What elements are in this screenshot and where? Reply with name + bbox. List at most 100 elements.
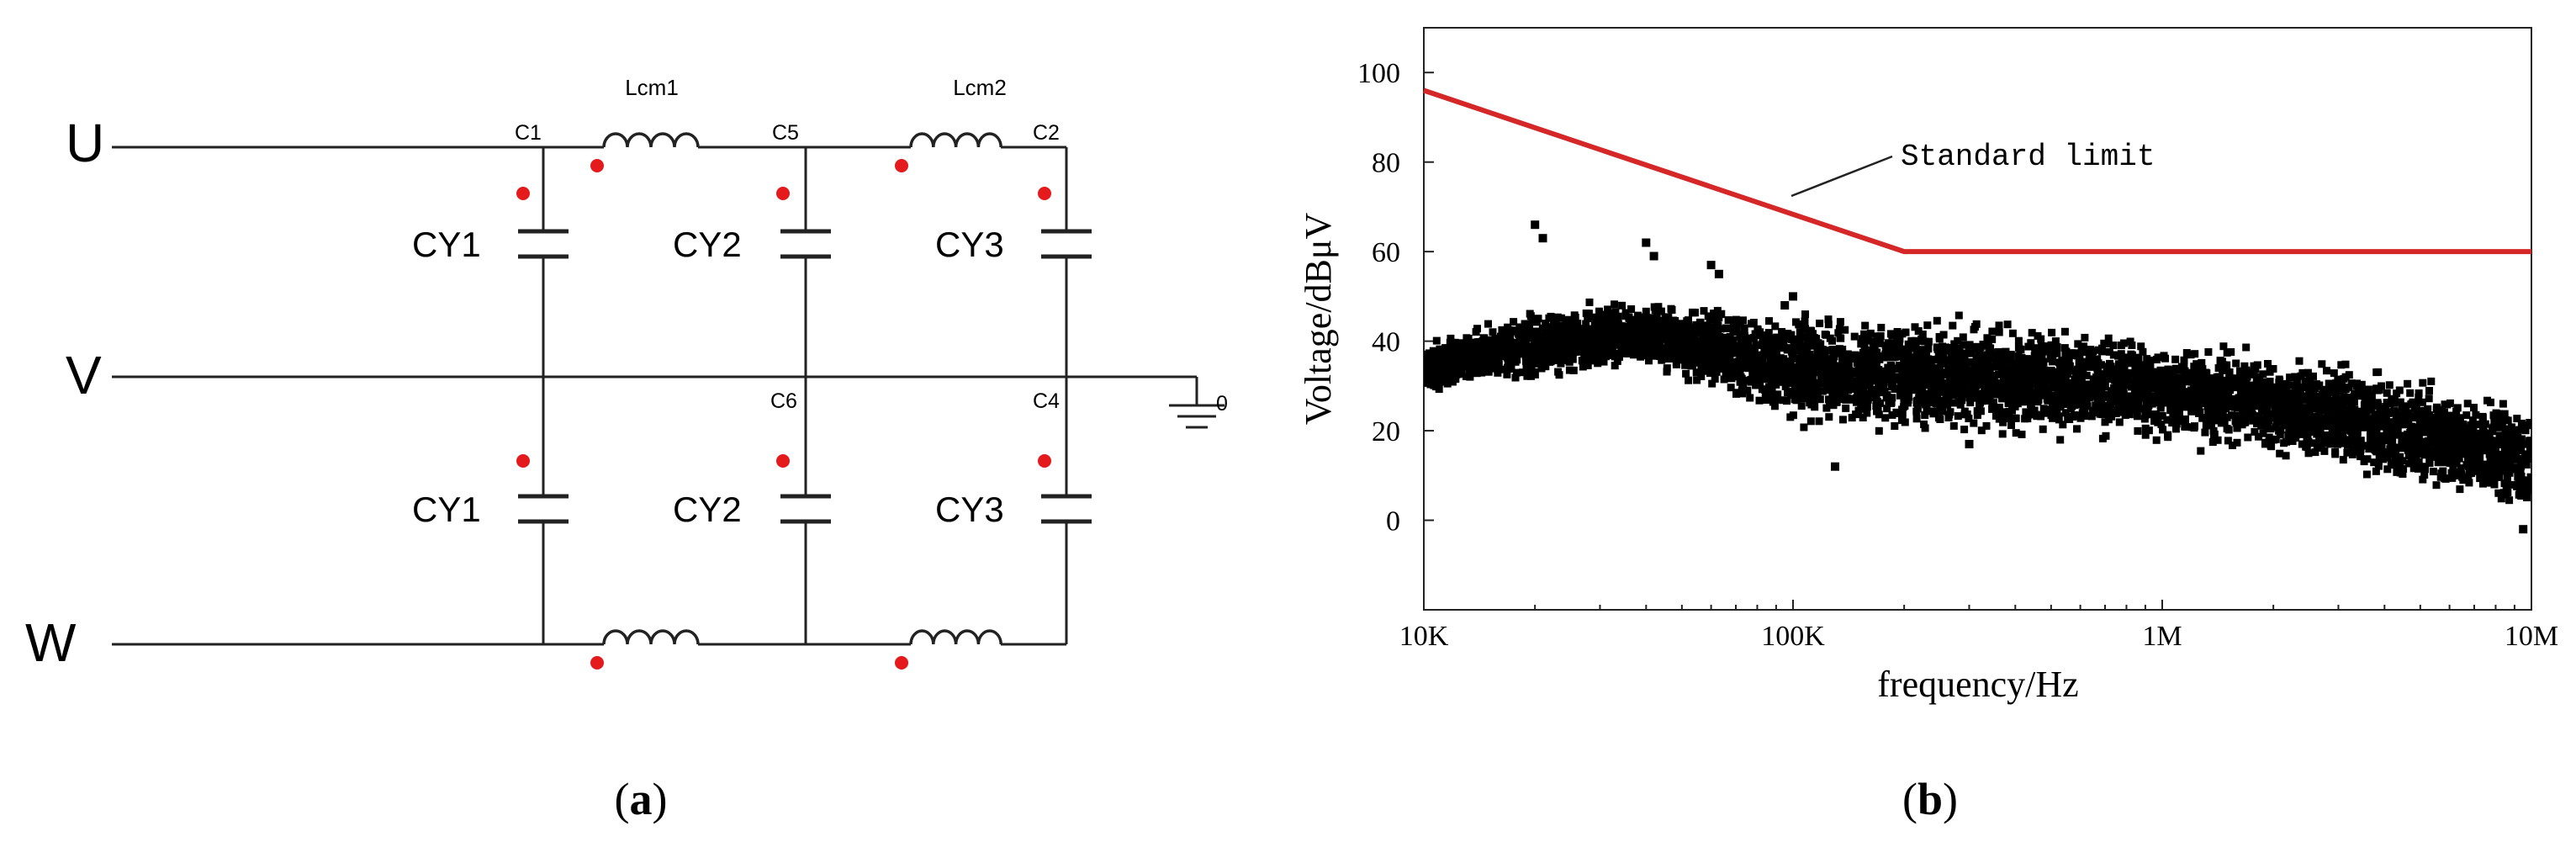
noise-point [1896, 391, 1904, 400]
noise-point [1993, 379, 2002, 387]
ground-symbol [1169, 377, 1225, 429]
noise-point [1726, 351, 1734, 359]
noise-point [2448, 411, 2457, 420]
capacitor-cy3-upper [1041, 229, 1092, 259]
noise-point [1700, 350, 1708, 358]
noise-point [2214, 400, 2222, 408]
noise-point [1949, 391, 1958, 400]
noise-point [1806, 389, 1814, 397]
noise-point [1802, 357, 1811, 366]
noise-point [1720, 349, 1728, 357]
noise-point [1838, 416, 1847, 424]
noise-point [2345, 383, 2353, 391]
noise-point [2094, 346, 2103, 354]
noise-point [2507, 455, 2515, 463]
noise-point [1727, 369, 1736, 378]
noise-point [1611, 300, 1618, 309]
noise-point [1954, 363, 1963, 372]
noise-point [2066, 405, 2075, 413]
noise-point [2121, 411, 2129, 420]
noise-point [1654, 303, 1663, 311]
noise-point [2406, 389, 2415, 397]
noise-point [1965, 388, 1974, 396]
noise-point [1774, 390, 1782, 399]
noise-point [2493, 416, 2501, 424]
noise-point [1915, 392, 1923, 400]
noise-point [1535, 332, 1542, 341]
noise-point [1904, 399, 1912, 407]
noise-point [2303, 443, 2311, 451]
noise-point [1614, 321, 1622, 330]
noise-point [2431, 418, 2439, 426]
noise-point [2240, 410, 2249, 418]
noise-point [2050, 368, 2059, 376]
noise-point [2140, 383, 2149, 391]
noise-point [1995, 321, 2003, 330]
noise-point [2468, 469, 2476, 478]
noise-point [2398, 411, 2406, 420]
noise-point [1603, 315, 1611, 324]
noise-point [2463, 426, 2472, 434]
noise-point [1663, 364, 1671, 373]
noise-point [2354, 387, 2362, 395]
noise-point [1881, 341, 1890, 350]
noise-point [1755, 396, 1764, 405]
noise-point [2383, 453, 2392, 462]
noise-point [1733, 343, 1742, 351]
noise-point [2075, 396, 2083, 405]
noise-point [1523, 344, 1531, 352]
noise-point [2379, 437, 2388, 445]
noise-point [2400, 421, 2409, 429]
noise-point [1907, 375, 1916, 384]
noise-point [1676, 356, 1685, 364]
noise-point [2515, 426, 2524, 434]
noise-point [1811, 403, 1819, 411]
noise-point [1697, 321, 1706, 330]
noise-point [2033, 379, 2041, 387]
noise-point [1994, 410, 2002, 419]
noise-point [1432, 336, 1441, 345]
noise-point [2081, 405, 2089, 414]
noise-point [2294, 389, 2303, 398]
noise-point [2027, 407, 2035, 416]
capacitor-cy3-lower [1041, 494, 1092, 524]
noise-point [1911, 323, 1919, 331]
noise-point [2077, 400, 2086, 409]
noise-point [1970, 326, 1978, 334]
noise-point [1812, 379, 1821, 387]
noise-point [2244, 433, 2252, 442]
noise-point [1992, 384, 2000, 392]
noise-point [2493, 467, 2501, 475]
noise-point [1869, 337, 1877, 346]
noise-point [1624, 350, 1632, 357]
noise-point [1674, 349, 1683, 357]
noise-point [2485, 429, 2494, 437]
noise-point [1430, 381, 1438, 389]
noise-point [2408, 400, 2416, 408]
noise-point [1951, 361, 1959, 369]
capacitor-cy2-lower [780, 494, 831, 524]
noise-point [2372, 368, 2381, 377]
noise-point [1461, 359, 1469, 368]
noise-point [2318, 419, 2326, 427]
plot-frame [1423, 27, 2532, 611]
noise-point [1438, 368, 1447, 376]
noise-point [2510, 465, 2518, 474]
noise-point [1560, 324, 1568, 332]
noise-point [2027, 360, 2035, 368]
noise-point [1690, 309, 1699, 317]
noise-point [2133, 412, 2141, 421]
noise-point [1872, 393, 1880, 401]
node-label-c6: C6 [770, 389, 797, 413]
noise-point [1431, 366, 1439, 374]
noise-point [1588, 313, 1595, 321]
noise-point [2472, 410, 2480, 419]
noise-point [2470, 404, 2478, 412]
noise-point [2415, 394, 2423, 401]
noise-point [1814, 368, 1822, 377]
noise-point [1893, 331, 1901, 340]
noise-point [1579, 363, 1587, 371]
noise-point [2303, 434, 2311, 442]
